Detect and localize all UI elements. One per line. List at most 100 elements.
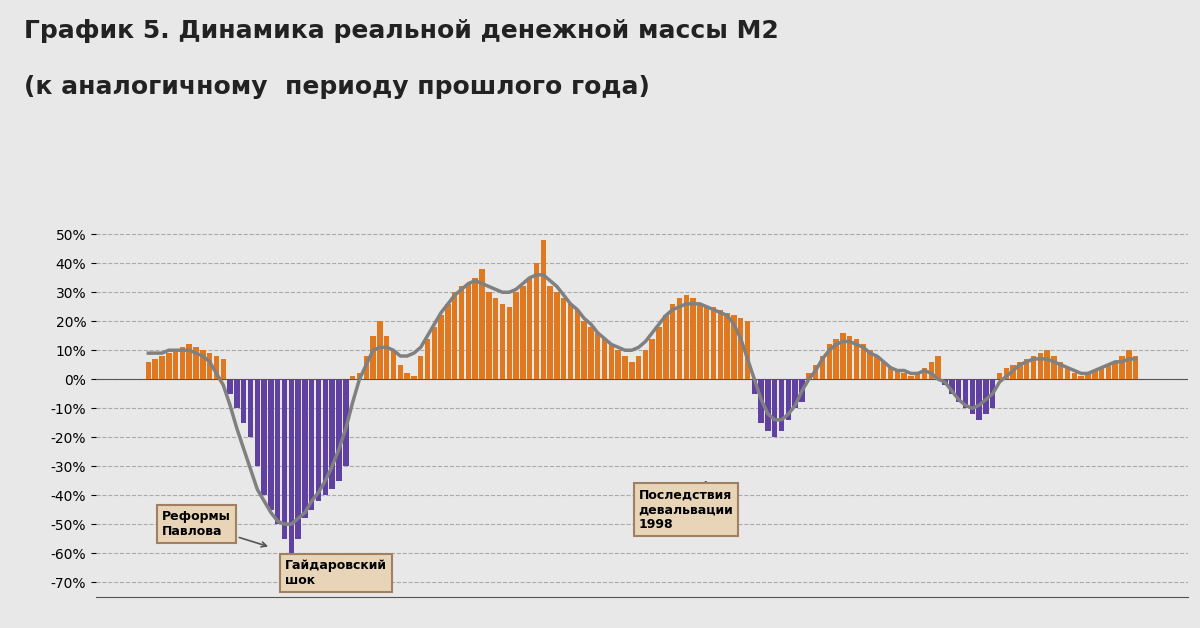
Bar <box>1024 359 1030 379</box>
Bar <box>847 336 852 379</box>
Bar <box>820 356 826 379</box>
Bar <box>649 338 655 379</box>
Bar <box>582 322 587 379</box>
Bar <box>745 322 750 379</box>
Bar <box>180 347 185 379</box>
Text: Последствия
девальвации
1998: Последствия девальвации 1998 <box>638 482 733 531</box>
Bar <box>350 376 355 379</box>
Bar <box>874 356 880 379</box>
Bar <box>560 298 566 379</box>
Bar <box>962 379 968 408</box>
Bar <box>738 318 744 379</box>
Bar <box>1099 367 1104 379</box>
Bar <box>710 306 716 379</box>
Bar <box>1092 371 1098 379</box>
Bar <box>888 367 893 379</box>
Bar <box>432 327 437 379</box>
Bar <box>806 374 811 379</box>
Text: Реформы
Павлова: Реформы Павлова <box>162 510 266 547</box>
Bar <box>486 292 492 379</box>
Bar <box>160 356 164 379</box>
Bar <box>473 278 478 379</box>
Bar <box>908 376 913 379</box>
Bar <box>1051 356 1057 379</box>
Bar <box>262 379 266 495</box>
Bar <box>833 338 839 379</box>
Bar <box>275 379 281 524</box>
Bar <box>227 379 233 394</box>
Bar <box>404 374 410 379</box>
Bar <box>425 338 431 379</box>
Bar <box>1064 367 1070 379</box>
Bar <box>268 379 274 510</box>
Bar <box>895 371 900 379</box>
Bar <box>295 379 301 539</box>
Bar <box>499 304 505 379</box>
Bar <box>364 356 368 379</box>
Bar <box>997 374 1002 379</box>
Bar <box>247 379 253 437</box>
Bar <box>956 379 961 403</box>
Bar <box>520 286 526 379</box>
Bar <box>540 240 546 379</box>
Bar <box>336 379 342 480</box>
Bar <box>929 362 934 379</box>
Bar <box>677 298 682 379</box>
Bar <box>1072 374 1078 379</box>
Bar <box>751 379 757 394</box>
Bar <box>193 347 199 379</box>
Bar <box>812 365 818 379</box>
Bar <box>725 313 730 379</box>
Bar <box>983 379 989 414</box>
Bar <box>534 263 539 379</box>
Bar <box>214 356 220 379</box>
Bar <box>445 304 451 379</box>
Bar <box>772 379 778 437</box>
Bar <box>1031 356 1037 379</box>
Bar <box>922 367 928 379</box>
Bar <box>718 310 724 379</box>
Bar <box>554 292 559 379</box>
Bar <box>397 365 403 379</box>
Bar <box>241 379 246 423</box>
Bar <box>330 379 335 489</box>
Bar <box>636 356 641 379</box>
Bar <box>527 278 533 379</box>
Bar <box>853 338 859 379</box>
Bar <box>949 379 954 394</box>
Bar <box>302 379 307 518</box>
Bar <box>1112 362 1118 379</box>
Bar <box>623 356 628 379</box>
Bar <box>786 379 791 420</box>
Bar <box>629 362 635 379</box>
Bar <box>200 350 205 379</box>
Bar <box>868 350 872 379</box>
Bar <box>166 353 172 379</box>
Bar <box>1133 356 1139 379</box>
Bar <box>670 304 676 379</box>
Bar <box>970 379 974 414</box>
Text: (к аналогичному  периоду прошлого года): (к аналогичному периоду прошлого года) <box>24 75 650 99</box>
Bar <box>173 350 179 379</box>
Bar <box>704 306 709 379</box>
Bar <box>608 344 614 379</box>
Bar <box>881 362 887 379</box>
Bar <box>901 374 907 379</box>
Bar <box>1010 365 1016 379</box>
Bar <box>323 379 328 495</box>
Bar <box>1003 367 1009 379</box>
Bar <box>234 379 240 408</box>
Bar <box>1105 365 1111 379</box>
Bar <box>1058 362 1063 379</box>
Bar <box>206 353 212 379</box>
Bar <box>1018 362 1022 379</box>
Bar <box>438 315 444 379</box>
Bar <box>316 379 322 501</box>
Bar <box>568 304 574 379</box>
Bar <box>1079 376 1084 379</box>
Bar <box>452 292 457 379</box>
Bar <box>595 333 600 379</box>
Bar <box>384 336 389 379</box>
Bar <box>343 379 348 466</box>
Bar <box>418 356 424 379</box>
